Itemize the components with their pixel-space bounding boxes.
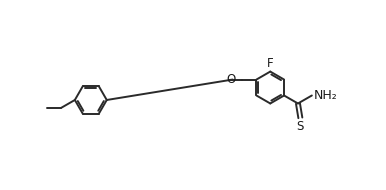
Text: F: F (267, 57, 274, 70)
Text: NH₂: NH₂ (313, 89, 337, 102)
Text: O: O (226, 73, 235, 86)
Text: S: S (297, 120, 304, 133)
